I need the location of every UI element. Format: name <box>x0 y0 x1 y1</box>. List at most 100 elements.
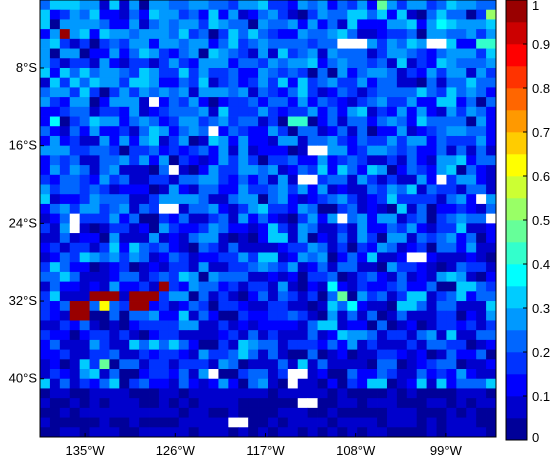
grid-cell <box>466 359 477 370</box>
grid-cell <box>168 359 180 370</box>
grid-cell <box>49 388 61 399</box>
grid-cell <box>198 87 209 98</box>
grid-cell <box>149 67 160 79</box>
grid-cell <box>168 262 180 273</box>
grid-cell <box>287 126 299 137</box>
grid-cell <box>49 213 61 224</box>
grid-cell <box>198 291 209 302</box>
grid-cell <box>238 407 249 418</box>
grid-cell <box>69 77 81 88</box>
grid-cell <box>139 233 150 244</box>
grid-cell <box>168 320 180 331</box>
grid-cell <box>178 194 190 205</box>
grid-cell <box>79 359 90 370</box>
grid-cell <box>416 29 428 40</box>
colorbar-tick-label: 0.9 <box>532 37 550 52</box>
grid-cell <box>40 19 51 30</box>
grid-cell <box>396 262 408 273</box>
grid-cell <box>40 77 51 88</box>
grid-cell <box>178 203 190 215</box>
grid-cell <box>139 291 150 302</box>
grid-cell <box>248 242 259 253</box>
grid-cell <box>139 19 150 30</box>
grid-cell <box>386 252 398 263</box>
grid-cell <box>69 19 81 30</box>
grid-cell <box>248 349 259 360</box>
grid-cell <box>168 48 180 59</box>
grid-cell <box>69 29 81 40</box>
grid-cell <box>327 262 338 273</box>
grid-cell <box>79 145 90 156</box>
grid-cell <box>248 291 259 302</box>
grid-cell <box>268 116 279 127</box>
grid-cell <box>119 58 130 69</box>
grid-cell <box>446 48 457 59</box>
grid-cell <box>268 87 279 98</box>
grid-cell <box>287 242 299 253</box>
grid-cell <box>317 310 328 321</box>
grid-cell <box>198 369 209 380</box>
grid-cell <box>248 194 259 205</box>
grid-cell <box>476 29 487 40</box>
grid-cell <box>406 427 418 438</box>
map-frame <box>39 0 497 438</box>
grid-cell <box>337 252 348 263</box>
grid-cell <box>228 145 239 156</box>
grid-cell <box>258 9 269 20</box>
grid-cell <box>367 0 378 11</box>
grid-cell <box>158 291 170 302</box>
grid-cell <box>327 252 338 263</box>
grid-cell <box>377 320 388 331</box>
grid-cell <box>89 58 100 69</box>
grid-cell <box>377 165 388 176</box>
grid-cell <box>268 203 279 215</box>
grid-cell <box>89 155 100 166</box>
missing-cell <box>297 174 309 185</box>
grid-cell <box>238 145 249 156</box>
grid-cell <box>287 184 299 195</box>
grid-cell <box>109 213 120 224</box>
grid-cell <box>168 184 180 195</box>
grid-cell <box>406 165 418 176</box>
grid-cell <box>59 174 71 185</box>
grid-cell <box>386 330 398 341</box>
grid-cell <box>40 155 51 166</box>
grid-cell <box>218 417 229 428</box>
grid-cell <box>347 310 358 321</box>
grid-cell <box>486 359 497 370</box>
grid-cell <box>248 29 259 40</box>
grid-cell <box>367 67 378 79</box>
colorbar-swatch <box>506 264 527 287</box>
grid-cell <box>297 320 309 331</box>
grid-cell <box>158 9 170 20</box>
grid-cell <box>40 252 51 263</box>
grid-cell <box>297 135 309 147</box>
grid-cell <box>158 97 170 108</box>
grid-cell <box>287 87 299 98</box>
grid-cell <box>89 203 100 215</box>
grid-cell <box>79 213 90 224</box>
grid-cell <box>386 213 398 224</box>
grid-cell <box>287 271 299 283</box>
grid-cell <box>109 427 120 438</box>
grid-cell <box>456 97 467 108</box>
grid-cell <box>139 427 150 438</box>
grid-cell <box>396 135 408 147</box>
longitude-tick-label: 117°W <box>246 443 285 458</box>
grid-cell <box>69 174 81 185</box>
grid-cell <box>49 184 61 195</box>
grid-cell <box>228 184 239 195</box>
missing-cell <box>208 369 219 380</box>
grid-cell <box>406 349 418 360</box>
grid-cell <box>79 9 90 20</box>
grid-cell <box>198 242 209 253</box>
grid-cell <box>208 48 219 59</box>
grid-cell <box>208 407 219 418</box>
grid-cell <box>49 223 61 234</box>
grid-cell <box>149 174 160 185</box>
grid-cell <box>277 378 289 389</box>
grid-cell <box>168 77 180 88</box>
grid-cell <box>466 223 477 234</box>
grid-cell <box>297 165 309 176</box>
grid-cell <box>178 0 190 11</box>
